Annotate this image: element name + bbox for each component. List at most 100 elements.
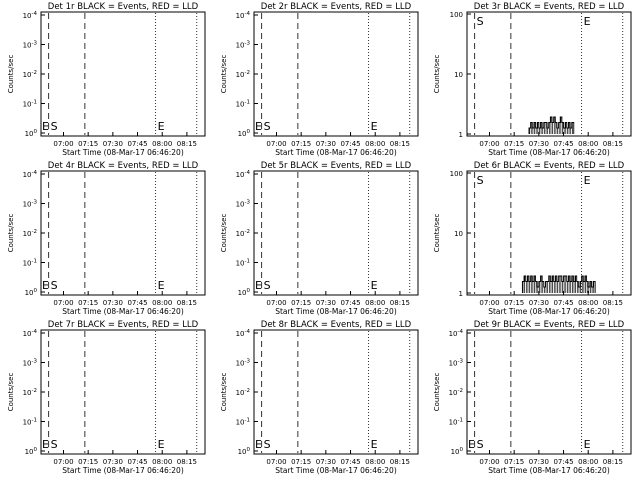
x-tick-label: 08:15 (390, 140, 410, 148)
x-tick-label: 07:45 (340, 458, 360, 466)
x-tick-label: 08:15 (177, 140, 197, 148)
x-tick-label: 08:15 (603, 140, 623, 148)
x-tick-label: 07:00 (53, 458, 73, 466)
x-tick-label: 08:00 (152, 140, 172, 148)
x-tick-label: 07:30 (529, 458, 549, 466)
events-trace (528, 116, 575, 134)
plot-frame (466, 11, 632, 137)
x-tick-label: 07:45 (553, 458, 573, 466)
y-tick-label: 10-4 (236, 329, 251, 338)
y-tick-label: 10-1 (236, 418, 250, 427)
x-tick-label: 07:15 (78, 458, 98, 466)
panel-title: Det 1r BLACK = Events, RED = LLD (48, 2, 199, 12)
detector-panel: Det 2r BLACK = Events, RED = LLD Counts/s… (220, 2, 419, 157)
x-tick-label: 08:15 (603, 458, 623, 466)
x-tick-label: 08:00 (365, 140, 385, 148)
y-axis-label: Counts/sec (433, 55, 441, 94)
detector-panel: Det 1r BLACK = Events, RED = LLD Counts/s… (7, 2, 206, 157)
end-marker: E (158, 279, 165, 292)
detector-panel: Det 4r BLACK = Events, RED = LLD Counts/s… (7, 161, 206, 316)
x-tick-label: 07:45 (340, 299, 360, 307)
x-tick-label: 07:30 (529, 299, 549, 307)
x-tick-label: 07:45 (340, 140, 360, 148)
x-tick-label: 07:15 (78, 140, 98, 148)
end-marker: E (371, 438, 378, 451)
y-tick-label: 100 (238, 288, 251, 297)
start-marker: S (477, 174, 484, 187)
y-tick-label: 10-3 (449, 359, 464, 368)
y-tick-label: 10-2 (449, 388, 463, 397)
plot-frame (40, 329, 206, 455)
y-tick-label: 10-3 (236, 200, 251, 209)
x-tick-label: 07:15 (291, 458, 311, 466)
panel-title: Det 5r BLACK = Events, RED = LLD (261, 161, 412, 171)
y-tick-label: 10-4 (23, 11, 38, 20)
x-tick-label: 07:15 (504, 299, 524, 307)
x-tick-label: 08:15 (390, 458, 410, 466)
y-axis-label: Counts/sec (7, 214, 15, 253)
plot-frame (466, 329, 632, 455)
start-edge-marker: E (42, 438, 49, 451)
plot-frame (253, 11, 419, 137)
plot-frame (40, 170, 206, 296)
y-tick-label: 10-2 (236, 70, 250, 79)
x-axis-label: Start Time (08-Mar-17 06:46:20) (275, 466, 397, 475)
plot-frame (40, 11, 206, 137)
panel-title: Det 7r BLACK = Events, RED = LLD (48, 320, 199, 330)
x-tick-label: 08:00 (578, 458, 598, 466)
x-tick-label: 07:30 (103, 140, 123, 148)
x-tick-label: 08:00 (152, 299, 172, 307)
y-axis-label: Counts/sec (220, 373, 228, 412)
y-tick-label: 100 (450, 11, 463, 19)
start-marker: S (51, 120, 58, 133)
y-tick-label: 10-3 (236, 359, 251, 368)
x-tick-label: 08:00 (578, 299, 598, 307)
y-tick-label: 10 (454, 71, 463, 79)
end-marker: E (584, 438, 591, 451)
y-axis-label: Counts/sec (220, 55, 228, 94)
x-tick-label: 07:30 (316, 140, 336, 148)
x-axis-label: Start Time (08-Mar-17 06:46:20) (488, 148, 610, 157)
x-tick-label: 07:30 (103, 458, 123, 466)
end-marker: E (158, 120, 165, 133)
x-tick-label: 07:15 (504, 458, 524, 466)
x-tick-label: 07:45 (553, 140, 573, 148)
y-tick-label: 10-2 (23, 388, 37, 397)
y-tick-label: 10-1 (236, 100, 250, 109)
end-marker: E (371, 279, 378, 292)
x-axis-label: Start Time (08-Mar-17 06:46:20) (62, 307, 184, 316)
x-tick-label: 07:30 (529, 140, 549, 148)
detector-panel: Det 9r BLACK = Events, RED = LLD Counts/s… (433, 320, 632, 475)
y-tick-label: 100 (450, 170, 463, 178)
start-marker: S (477, 15, 484, 28)
y-tick-label: 10-2 (23, 70, 37, 79)
x-tick-label: 08:15 (177, 458, 197, 466)
y-axis-label: Counts/sec (433, 373, 441, 412)
y-tick-label: 100 (238, 129, 251, 138)
x-axis-label: Start Time (08-Mar-17 06:46:20) (62, 466, 184, 475)
x-tick-label: 07:45 (553, 299, 573, 307)
panel-title: Det 6r BLACK = Events, RED = LLD (474, 161, 625, 171)
x-tick-label: 08:15 (390, 299, 410, 307)
x-tick-label: 07:45 (127, 299, 147, 307)
y-tick-label: 1 (459, 290, 463, 298)
start-edge-marker: E (42, 279, 49, 292)
start-marker: S (51, 279, 58, 292)
y-tick-label: 10-3 (23, 359, 38, 368)
plot-frame (253, 329, 419, 455)
x-tick-label: 07:00 (53, 299, 73, 307)
x-tick-label: 08:00 (365, 299, 385, 307)
start-marker: S (264, 120, 271, 133)
y-tick-label: 10-3 (236, 41, 251, 50)
x-tick-label: 07:30 (316, 458, 336, 466)
detector-panel: Det 7r BLACK = Events, RED = LLD Counts/s… (7, 320, 206, 475)
y-tick-label: 100 (238, 447, 251, 456)
y-tick-label: 1 (459, 131, 463, 139)
panel-title: Det 4r BLACK = Events, RED = LLD (48, 161, 199, 171)
x-tick-label: 07:00 (479, 140, 499, 148)
x-tick-label: 07:15 (504, 140, 524, 148)
y-axis-label: Counts/sec (7, 55, 15, 94)
panel-title: Det 2r BLACK = Events, RED = LLD (261, 2, 412, 12)
y-tick-label: 10-4 (23, 170, 38, 179)
